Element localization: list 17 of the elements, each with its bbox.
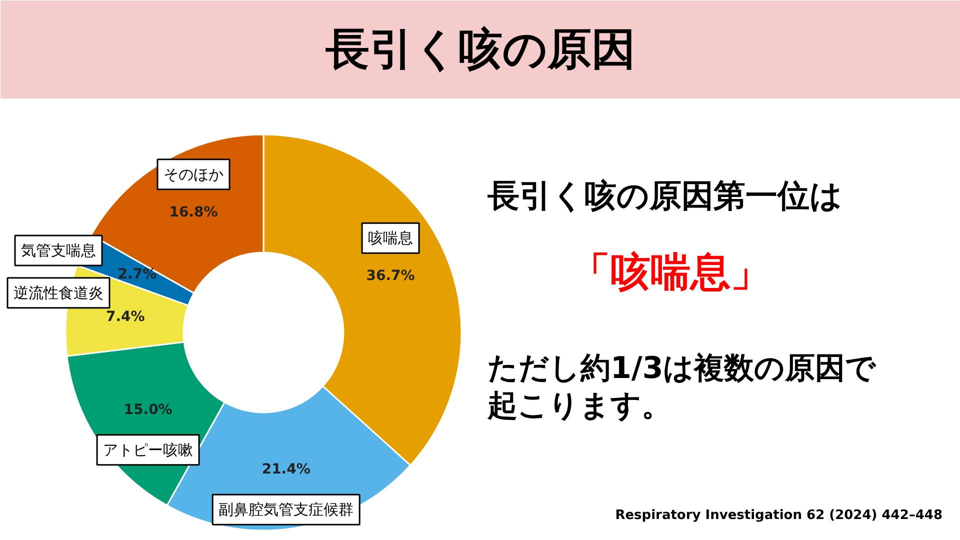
data-label: 16.8% (169, 204, 218, 220)
text: ただし約1/3は複数の原因で起こります。 (486, 351, 878, 424)
data-label: 15.0% (124, 402, 172, 418)
slice-label: アトピー咳嗽 (103, 440, 194, 459)
data-label: 2.7% (118, 266, 157, 283)
data-label: 36.7% (366, 268, 415, 284)
data-label: 21.4% (262, 462, 310, 478)
slice-label: そのほか (163, 165, 224, 184)
slice-label: 副鼻腔気管支症候群 (218, 500, 354, 519)
slice-label: 気管支喘息 (21, 242, 96, 260)
slice-label: 咳喘息 (368, 229, 414, 248)
data-label: 7.4% (106, 308, 145, 325)
text: Respiratory Investigation 62 (2024) 442–448 (615, 508, 943, 523)
slice-label: 逆流性食道炎 (14, 284, 104, 302)
text: 「咳喘息」 (570, 250, 770, 296)
text: 長引く咳の原因第一位は (486, 176, 842, 214)
chart-title: 長引く咳の原因 (324, 24, 636, 75)
